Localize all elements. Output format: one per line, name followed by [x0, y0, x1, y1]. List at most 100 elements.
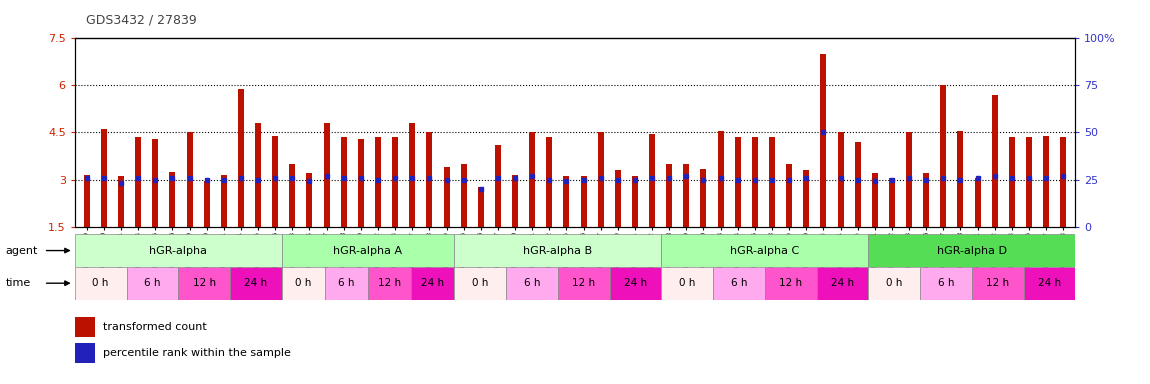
Bar [282, 267, 325, 300]
Bar [136, 137, 141, 227]
Text: 12 h: 12 h [986, 278, 1010, 288]
Bar [661, 267, 713, 300]
Bar [409, 123, 415, 227]
Bar [101, 129, 107, 227]
Text: transformed count: transformed count [104, 322, 207, 332]
Bar [368, 267, 412, 300]
Text: 0 h: 0 h [296, 278, 312, 288]
Bar [889, 178, 895, 227]
Bar [991, 95, 998, 227]
Bar [649, 134, 655, 227]
Bar [412, 267, 454, 300]
Bar [958, 131, 964, 227]
Bar [1009, 137, 1014, 227]
Bar [837, 132, 844, 227]
Bar [444, 167, 450, 227]
Bar [868, 234, 1075, 267]
Bar [306, 173, 313, 227]
Text: hGR-alpha D: hGR-alpha D [937, 245, 1006, 256]
Bar [75, 343, 95, 363]
Bar [752, 137, 758, 227]
Bar [238, 89, 244, 227]
Bar [804, 170, 810, 227]
Bar [512, 175, 518, 227]
Bar [564, 176, 569, 227]
Text: 6 h: 6 h [730, 278, 748, 288]
Text: 12 h: 12 h [192, 278, 216, 288]
Bar [735, 137, 741, 227]
Text: 24 h: 24 h [244, 278, 268, 288]
Bar [494, 145, 501, 227]
Bar [75, 267, 126, 300]
Bar [769, 137, 775, 227]
Text: 6 h: 6 h [523, 278, 540, 288]
Bar [529, 132, 535, 227]
Bar [477, 187, 484, 227]
Text: hGR-alpha C: hGR-alpha C [730, 245, 799, 256]
Bar [118, 176, 124, 227]
Text: 12 h: 12 h [572, 278, 596, 288]
Bar [230, 267, 282, 300]
Bar [581, 176, 586, 227]
Text: 0 h: 0 h [92, 278, 109, 288]
Bar [683, 164, 689, 227]
Bar [923, 173, 929, 227]
Bar [816, 267, 868, 300]
Bar [854, 142, 860, 227]
Text: 6 h: 6 h [937, 278, 954, 288]
Text: 12 h: 12 h [378, 278, 401, 288]
Bar [718, 131, 723, 227]
Bar [1026, 137, 1032, 227]
Text: 24 h: 24 h [1037, 278, 1061, 288]
Bar [461, 164, 467, 227]
Text: 24 h: 24 h [421, 278, 444, 288]
Text: agent: agent [6, 245, 38, 256]
Bar [787, 164, 792, 227]
Text: 0 h: 0 h [886, 278, 903, 288]
Bar [427, 132, 432, 227]
Bar [666, 164, 673, 227]
Text: 0 h: 0 h [678, 278, 696, 288]
Bar [615, 170, 621, 227]
Bar [765, 267, 816, 300]
Bar [1060, 137, 1066, 227]
Bar [868, 267, 920, 300]
Bar [1024, 267, 1075, 300]
Bar [126, 267, 178, 300]
Bar [974, 178, 981, 227]
Bar [323, 123, 330, 227]
Bar [1043, 136, 1049, 227]
Bar [558, 267, 610, 300]
Bar [325, 267, 368, 300]
Bar [221, 175, 227, 227]
Bar [178, 267, 230, 300]
Bar [454, 234, 661, 267]
Bar [75, 317, 95, 337]
Bar [920, 267, 972, 300]
Text: 0 h: 0 h [472, 278, 489, 288]
Bar [713, 267, 765, 300]
Text: 24 h: 24 h [623, 278, 647, 288]
Bar [169, 172, 176, 227]
Bar [273, 136, 278, 227]
Bar [152, 139, 159, 227]
Text: 24 h: 24 h [830, 278, 854, 288]
Bar [375, 137, 381, 227]
Text: 6 h: 6 h [144, 278, 161, 288]
Bar [610, 267, 661, 300]
Bar [661, 234, 868, 267]
Bar [186, 132, 192, 227]
Bar [700, 169, 706, 227]
Text: hGR-alpha B: hGR-alpha B [523, 245, 592, 256]
Bar [598, 132, 604, 227]
Bar [255, 123, 261, 227]
Bar [506, 267, 558, 300]
Bar [84, 175, 90, 227]
Bar [820, 54, 827, 227]
Bar [972, 267, 1024, 300]
Bar [546, 137, 552, 227]
Bar [941, 86, 946, 227]
Text: hGR-alpha: hGR-alpha [150, 245, 207, 256]
Text: hGR-alpha A: hGR-alpha A [334, 245, 402, 256]
Bar [290, 164, 296, 227]
